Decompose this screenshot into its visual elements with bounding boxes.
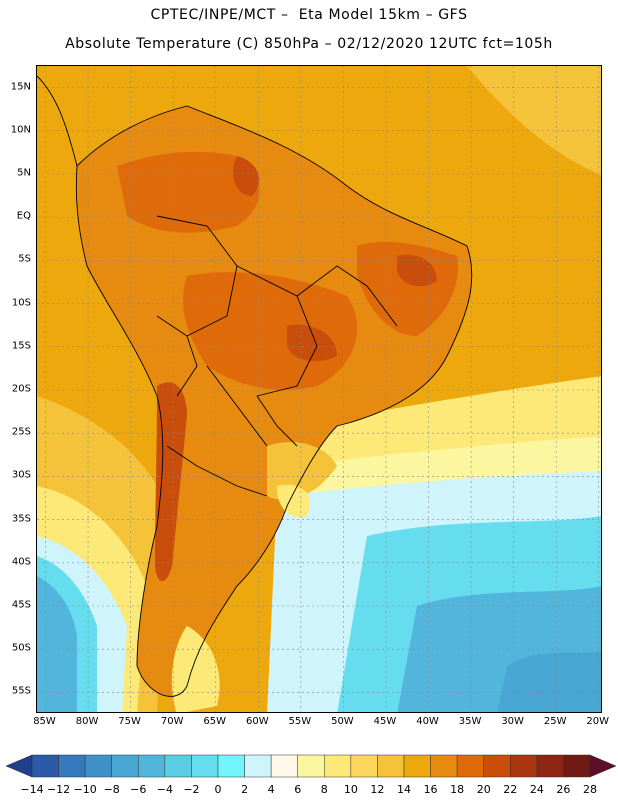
chart-title-line2: Absolute Temperature (C) 850hPa – 02/12/… xyxy=(65,36,553,52)
colorbar-high-arrow xyxy=(589,754,616,778)
lon-tick-label: 40W xyxy=(416,716,439,727)
colorbar-segment xyxy=(297,754,325,778)
colorbar-tick-label: 6 xyxy=(294,783,302,796)
colorbar-segment xyxy=(483,754,511,778)
colorbar-tick-label: 24 xyxy=(529,783,544,796)
lon-tick-label: 55W xyxy=(288,716,312,727)
colorbar-tick-label: −8 xyxy=(103,783,120,796)
lon-tick-label: 50W xyxy=(331,716,354,727)
lon-tick-label: 45W xyxy=(373,716,397,727)
hot-spot-venezuela xyxy=(232,156,260,196)
colorbar-tick-label: −10 xyxy=(73,783,97,796)
colorbar-segment xyxy=(191,754,219,778)
lat-tick-label: 50S xyxy=(11,642,31,654)
colorbar-tick-label: 22 xyxy=(503,783,518,796)
colorbar-tick-label: −14 xyxy=(20,783,44,796)
colorbar-tick-label: 8 xyxy=(320,783,328,796)
lon-tick-label: 20W xyxy=(586,716,610,727)
colorbar-segment xyxy=(510,754,538,778)
colorbar-tick-label: −2 xyxy=(183,783,200,796)
hot-spot-ne-brazil xyxy=(397,254,437,287)
lon-tick-label: 35W xyxy=(458,716,482,727)
lat-tick-label: 55S xyxy=(11,685,31,697)
lat-tick-label: 15S xyxy=(11,340,31,352)
colorbar-segment xyxy=(430,754,458,778)
colorbar-tick-label: 4 xyxy=(267,783,275,796)
lat-tick-label: 10N xyxy=(10,124,31,136)
lat-tick-label: 5N xyxy=(17,167,31,179)
cool-zone-plata xyxy=(277,484,310,518)
colorbar-segment xyxy=(217,754,245,778)
colorbar-segment xyxy=(58,754,86,778)
colorbar-low-arrow xyxy=(6,754,33,778)
colorbar-segment xyxy=(164,754,192,778)
colorbar-tick-label: 18 xyxy=(450,783,465,796)
lat-tick-label: 20S xyxy=(11,383,31,395)
lat-tick-label: 30S xyxy=(11,469,31,481)
chart-title-line1: CPTEC/INPE/MCT – Eta Model 15km – GFS xyxy=(150,7,468,23)
lon-tick-label: 70W xyxy=(160,716,184,727)
colorbar-tick-label: 0 xyxy=(214,783,222,796)
lon-tick-label: 85W xyxy=(33,716,56,727)
colorbar-segment xyxy=(270,754,298,778)
lat-tick-label: 10S xyxy=(11,297,31,309)
colorbar-segment xyxy=(111,754,139,778)
lon-tick-label: 80W xyxy=(75,716,99,727)
lon-tick-label: 75W xyxy=(118,716,141,727)
lat-lon-grid xyxy=(37,66,601,712)
ocean-northeast-region xyxy=(467,66,601,176)
temperature-field xyxy=(37,66,601,712)
hot-spot-brazil xyxy=(287,324,337,362)
colorbar-segment xyxy=(536,754,564,778)
colorbar-tick-label: 26 xyxy=(556,783,571,796)
colorbar-tick-label: 20 xyxy=(476,783,491,796)
lat-tick-label: EQ xyxy=(16,210,31,222)
colorbar-tick-label: −6 xyxy=(130,783,147,796)
lon-tick-label: 65W xyxy=(203,716,227,727)
pacific-coldest-band xyxy=(37,576,77,712)
colorbar-segment xyxy=(244,754,272,778)
hot-zone-andes xyxy=(155,382,187,581)
band-minus6c xyxy=(497,651,601,712)
lat-tick-label: 35S xyxy=(11,513,31,525)
lon-tick-label: 25W xyxy=(543,716,567,727)
hot-zone-northeast xyxy=(357,241,458,336)
lon-tick-label: 30W xyxy=(501,716,524,727)
colorbar-segment xyxy=(324,754,352,778)
colorbar-tick-label: 10 xyxy=(343,783,358,796)
lat-tick-label: 40S xyxy=(11,556,31,568)
colorbar-tick-label: 28 xyxy=(583,783,597,796)
lat-tick-label: 45S xyxy=(11,599,31,611)
coastline-outline xyxy=(37,75,473,697)
colorbar-segment xyxy=(31,754,59,778)
lat-tick-label: 15N xyxy=(10,81,31,93)
colorbar-segment xyxy=(456,754,484,778)
lat-tick-label: 25S xyxy=(11,426,31,438)
colorbar-tick-label: 14 xyxy=(397,783,411,796)
hot-zone-north xyxy=(117,151,260,233)
colorbar-segment xyxy=(403,754,431,778)
temperature-map xyxy=(36,65,602,713)
colorbar-segment xyxy=(138,754,166,778)
colorbar-segment xyxy=(377,754,405,778)
colorbar-segment xyxy=(563,754,591,778)
colorbar-tick-label: 2 xyxy=(241,783,249,796)
colorbar xyxy=(6,754,616,778)
colorbar-tick-label: −4 xyxy=(156,783,173,796)
lon-tick-label: 60W xyxy=(245,716,269,727)
colorbar-segment xyxy=(84,754,112,778)
colorbar-tick-label: −12 xyxy=(46,783,71,796)
colorbar-tick-label: 16 xyxy=(423,783,438,796)
colorbar-tick-label: 12 xyxy=(370,783,385,796)
lat-tick-label: 5S xyxy=(18,253,31,265)
colorbar-segment xyxy=(350,754,378,778)
